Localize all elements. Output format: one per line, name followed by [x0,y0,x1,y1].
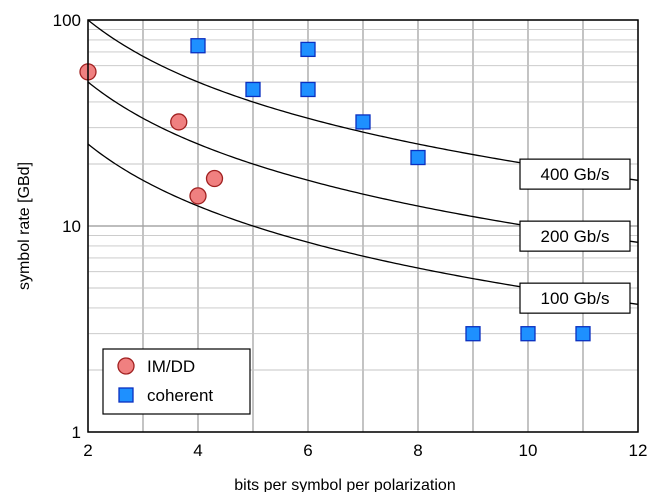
capacity-curve-labels: 100 Gb/s 200 Gb/s 400 Gb/s [519,158,631,314]
data-point-coherent [355,114,371,130]
tick-labels: 2 4 6 8 10 12 1 10 100 [53,11,648,460]
data-point-im-dd [170,113,188,131]
legend-marker-im-dd [117,357,135,375]
capacity-label-box [519,158,631,190]
x-tick-label: 2 [83,441,92,460]
capacity-label: 200 Gb/s [541,227,610,246]
x-tick-label: 12 [629,441,648,460]
plot-frame [87,19,639,433]
y-axis-title: symbol rate [GBd] [16,162,33,290]
data-point-coherent [300,41,316,58]
x-axis-title: bits per symbol per polarization [234,477,455,492]
capacity-label: 100 Gb/s [541,289,610,308]
data-points [79,38,591,342]
x-tick-label: 8 [413,441,422,460]
y-tick-label: 10 [62,217,81,236]
capacity-label: 400 Gb/s [541,165,610,184]
legend-label-coherent: coherent [147,386,213,405]
x-tick-label: 6 [303,441,312,460]
data-point-coherent [245,81,261,98]
data-point-coherent [465,326,481,342]
legend-marker-coherent [118,387,134,403]
data-point-im-dd [189,187,207,205]
data-point-coherent [300,81,316,98]
legend: IM/DD coherent [102,348,251,415]
capacity-label-box [519,220,631,252]
data-point-coherent [410,149,426,166]
data-point-im-dd [205,169,224,188]
data-point-coherent [575,326,591,342]
data-point-coherent [190,38,206,54]
capacity-label-box [519,282,631,314]
legend-label-im-dd: IM/DD [147,357,195,376]
x-tick-label: 10 [519,441,538,460]
data-point-coherent [520,326,536,342]
x-tick-label: 4 [193,441,202,460]
y-tick-label: 100 [53,11,81,30]
y-tick-label: 1 [72,423,81,442]
